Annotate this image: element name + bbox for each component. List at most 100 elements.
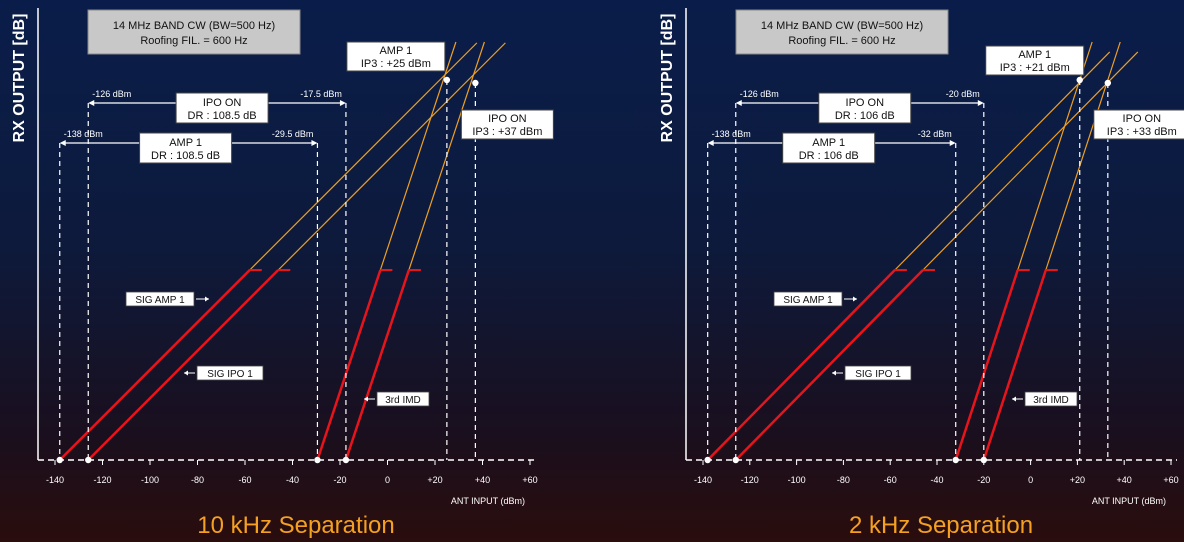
dr-box: [175, 92, 269, 124]
header-line-2: Roofing FIL. = 600 Hz: [788, 35, 895, 47]
dr-right-label: -29.5 dBm: [272, 129, 314, 139]
ip3-box-value: IP3 : +25 dBm: [361, 58, 431, 70]
dr-arrow-right: [949, 140, 956, 146]
x-axis-label: ANT INPUT (dBm): [451, 496, 525, 506]
x-tick-label: -140: [694, 475, 712, 485]
imd-extension-line: [1045, 41, 1121, 271]
y-axis-label: RX OUTPUT [dB]: [659, 14, 676, 143]
annotation-label: SIG IPO 1: [855, 369, 901, 380]
dr-box-title: AMP 1: [812, 137, 845, 149]
dr-arrow-right: [339, 100, 346, 106]
header-line-2: Roofing FIL. = 600 Hz: [140, 35, 247, 47]
baseline-point: [980, 456, 987, 464]
ip3-point: [443, 76, 451, 84]
dr-box-value: DR : 108.5 dB: [151, 150, 220, 162]
dr-box: [818, 92, 912, 124]
ip3-point: [1076, 76, 1083, 84]
ip3-box-title: IPO ON: [1123, 113, 1162, 125]
dr-arrow-left: [59, 140, 66, 146]
dr-right-label: -17.5 dBm: [300, 89, 342, 99]
baseline-point: [314, 456, 321, 464]
x-tick-label: -140: [46, 475, 64, 485]
annotation-arrow-head: [205, 296, 209, 302]
x-tick-label: -20: [333, 475, 346, 485]
annotation-label: 3rd IMD: [1033, 395, 1069, 406]
dr-arrow-right: [977, 100, 984, 106]
dr-box-title: IPO ON: [846, 97, 885, 109]
x-tick-label: 0: [385, 475, 390, 485]
signal-extension-line: [894, 51, 1111, 271]
annotation-arrow-head: [1012, 396, 1016, 402]
signal-extension-line: [277, 42, 506, 271]
x-tick-label: -120: [741, 475, 759, 485]
annotation-label: SIG AMP 1: [135, 295, 185, 306]
x-tick-label: 0: [1028, 475, 1033, 485]
x-tick-label: -20: [977, 475, 990, 485]
x-tick-label: +60: [522, 475, 537, 485]
annotation-arrow-head: [832, 370, 836, 376]
series-line: [87, 269, 280, 461]
chart-10khz: RX OUTPUT [dB] -140 -120 -100 -80 -60 -40 -20 0 +…: [11, 8, 554, 539]
ip3-box-value: IP3 : +33 dBm: [1107, 126, 1177, 138]
dr-box-title: IPO ON: [203, 97, 242, 109]
x-tick-label: +20: [427, 475, 442, 485]
panel-title: 10 kHz Separation: [197, 512, 394, 539]
chart-2khz: RX OUTPUT [dB] -140 -120 -100 -80 -60 -40 -20 0 +…: [659, 8, 1184, 539]
annotation-arrow-head: [853, 296, 857, 302]
dr-left-label: -126 dBm: [740, 89, 779, 99]
ip3-point: [1104, 79, 1112, 87]
dr-box-value: DR : 106 dB: [799, 150, 859, 162]
baseline-point: [56, 456, 63, 464]
dr-left-label: -126 dBm: [92, 89, 131, 99]
x-tick-label: -120: [93, 475, 111, 485]
series-line: [982, 269, 1047, 461]
ip3-box-title: AMP 1: [1018, 49, 1051, 61]
x-tick-label: -80: [191, 475, 204, 485]
ip3-box-value: IP3 : +21 dBm: [1000, 62, 1070, 74]
baseline-point: [342, 456, 350, 464]
x-tick-label: -60: [238, 475, 251, 485]
header-line-1: 14 MHz BAND CW (BW=500 Hz): [113, 20, 275, 32]
annotation-box: [1024, 391, 1078, 407]
baseline-point: [85, 456, 92, 464]
series-line: [706, 269, 896, 461]
ip3-point: [472, 79, 479, 87]
panel-title: 2 kHz Separation: [849, 512, 1033, 539]
x-tick-label: -40: [286, 475, 299, 485]
annotation-box: [773, 291, 843, 307]
ip3-box: [985, 45, 1085, 76]
baseline-point: [952, 456, 959, 464]
ip3-box-value: IP3 : +37 dBm: [472, 126, 542, 138]
dr-arrow-left: [88, 100, 95, 106]
header-box: [735, 9, 949, 55]
x-tick-label: +60: [1163, 475, 1178, 485]
imd-extension-line: [1017, 41, 1093, 271]
annotation-box: [125, 291, 195, 307]
dr-box-value: DR : 106 dB: [835, 110, 895, 122]
annotation-box: [376, 391, 430, 407]
annotation-box: [844, 365, 912, 381]
dr-right-label: -20 dBm: [946, 89, 980, 99]
annotation-box: [196, 365, 264, 381]
header-line-1: 14 MHz BAND CW (BW=500 Hz): [761, 20, 923, 32]
annotation-arrow-head: [364, 396, 368, 402]
dr-box: [139, 132, 233, 164]
x-axis-label: ANT INPUT (dBm): [1092, 496, 1166, 506]
series-line: [344, 269, 411, 461]
dr-arrow-left: [707, 140, 714, 146]
series-line: [954, 269, 1019, 461]
ip3-box: [346, 41, 446, 72]
ip3-box: [1093, 109, 1184, 140]
series-line: [58, 269, 251, 461]
y-axis-label: RX OUTPUT [dB]: [11, 14, 28, 143]
ip3-box: [460, 109, 554, 140]
signal-extension-line: [249, 42, 478, 271]
dr-arrow-left: [735, 100, 742, 106]
signal-extension-line: [922, 51, 1139, 271]
annotation-label: 3rd IMD: [385, 395, 421, 406]
x-tick-label: +20: [1070, 475, 1085, 485]
dr-left-label: -138 dBm: [712, 129, 751, 139]
annotation-arrow-head: [184, 370, 188, 376]
x-tick-label: -100: [788, 475, 806, 485]
x-tick-label: -80: [837, 475, 850, 485]
